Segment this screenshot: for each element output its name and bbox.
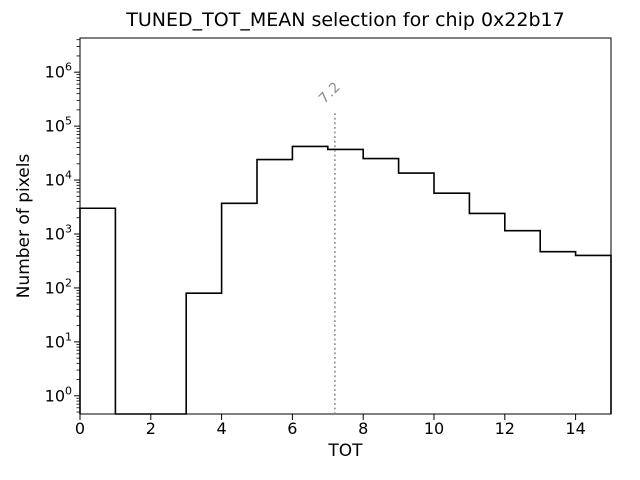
axes-frame: [79, 37, 612, 415]
y-tick-label: 104: [45, 169, 72, 190]
x-tick-label: 6: [287, 419, 297, 438]
chart-title: TUNED_TOT_MEAN selection for chip 0x22b1…: [126, 9, 565, 31]
x-tick-label: 14: [565, 419, 585, 438]
x-tick-label: 8: [358, 419, 368, 438]
y-tick-label: 106: [45, 61, 72, 82]
y-tick-label: 102: [45, 276, 72, 297]
x-tick-label: 2: [146, 419, 156, 438]
x-axis-label: TOT: [328, 441, 363, 461]
histogram-step-line: [79, 145, 612, 415]
y-tick-label: 100: [45, 384, 72, 405]
x-tick-label: 12: [495, 419, 515, 438]
x-tick-label: 4: [217, 419, 227, 438]
x-tick-label: 0: [75, 419, 85, 438]
y-tick-label: 101: [45, 330, 72, 351]
y-tick-label: 103: [45, 222, 72, 243]
x-tick-label: 10: [424, 419, 444, 438]
y-tick-label: 105: [45, 115, 72, 136]
